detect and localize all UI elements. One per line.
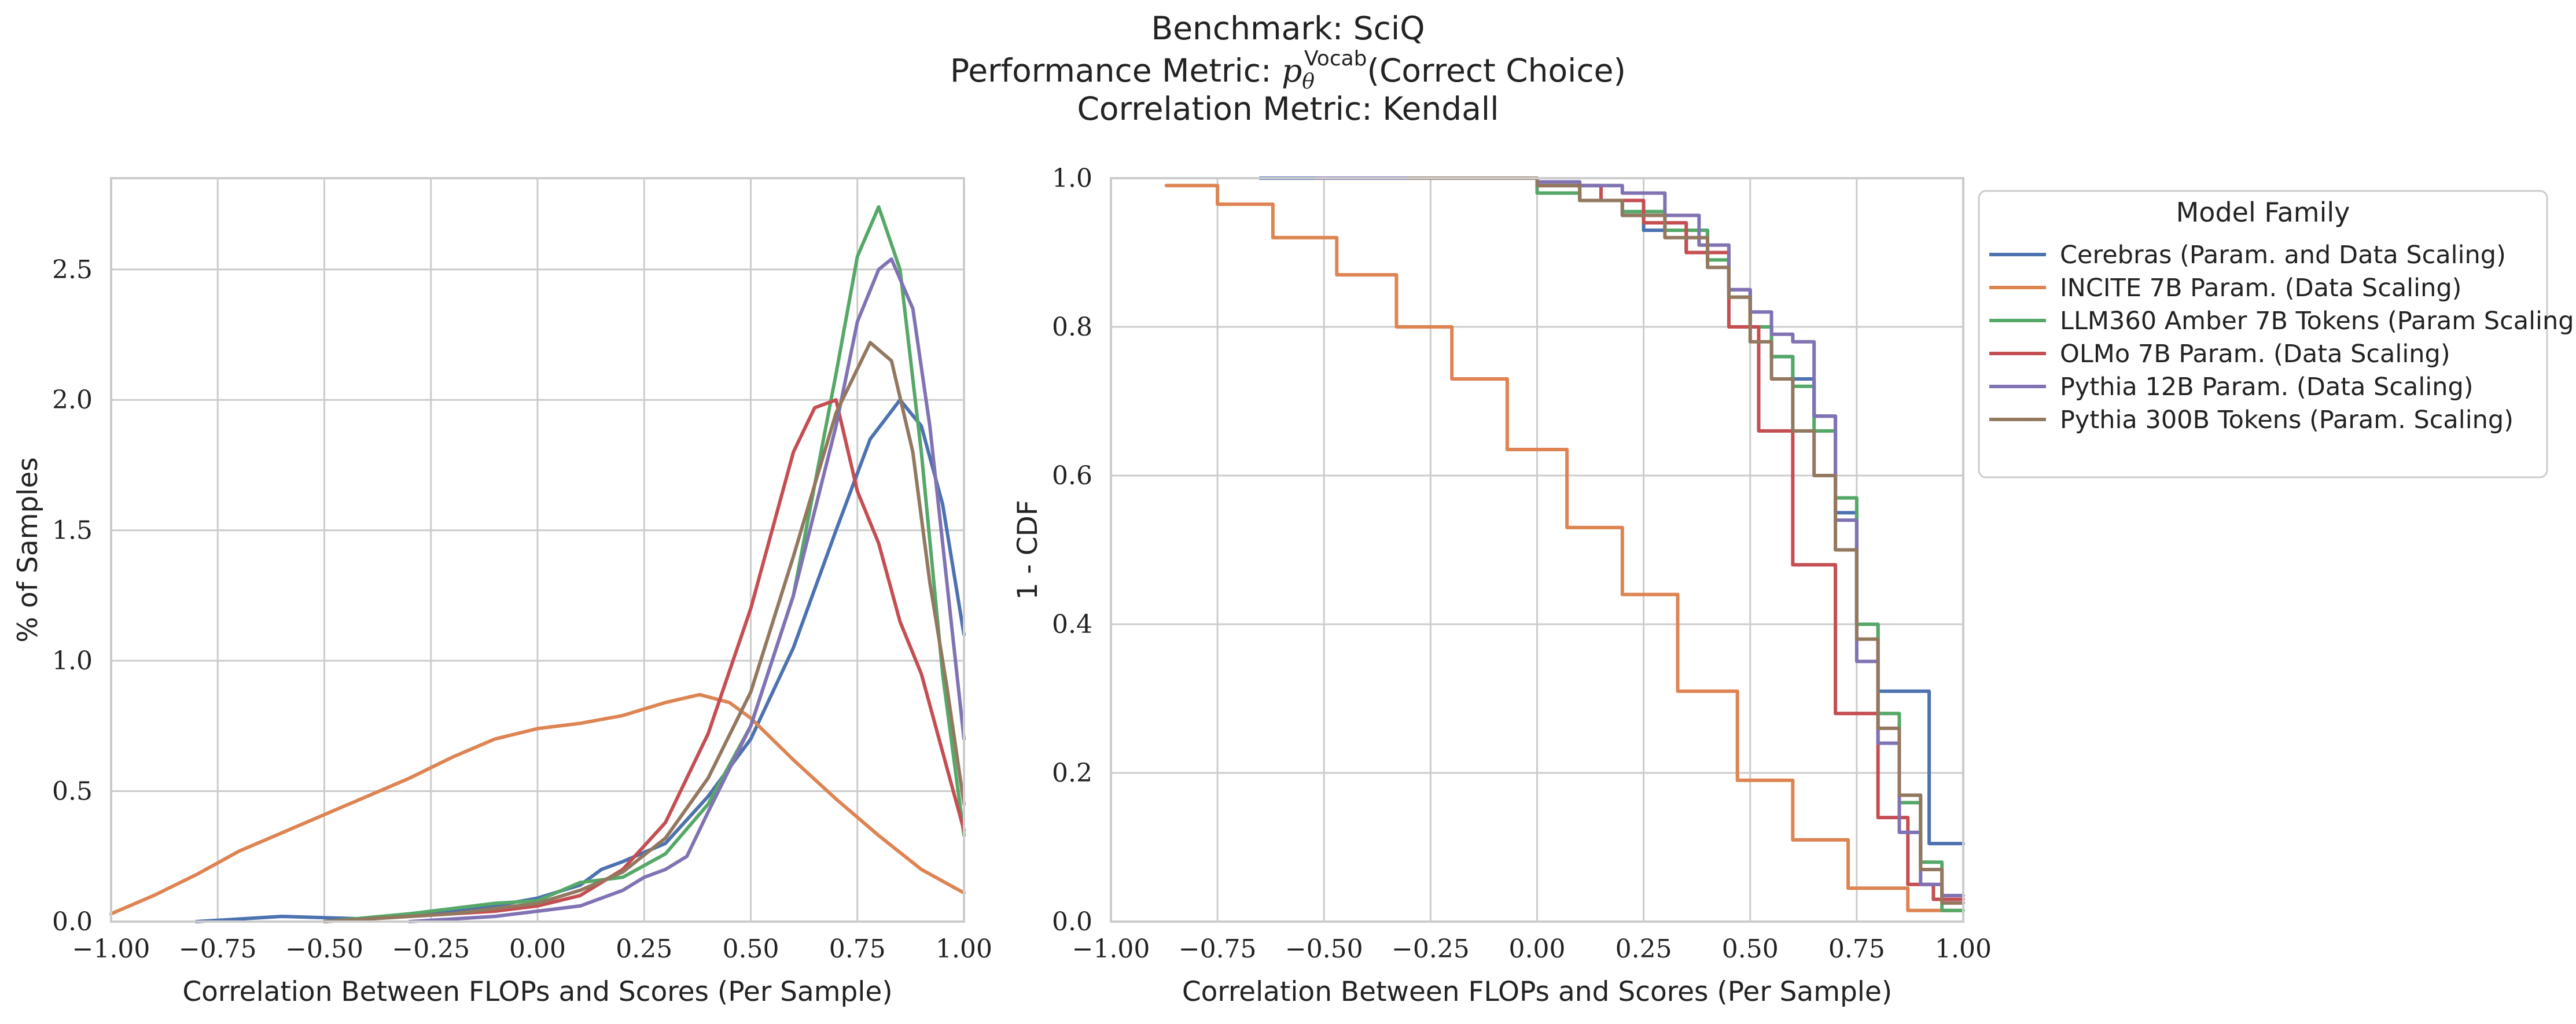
density-xtick-label: 1.00 [936,934,992,964]
density-xtick-label: 0.25 [616,934,672,964]
title-metric-suffix: (Correct Choice) [1367,52,1626,89]
density-ytick-label: 0.0 [52,907,93,937]
density-series-5 [322,341,966,923]
survival-ytick-label: 0.8 [1052,312,1092,342]
legend-frame [1978,190,2548,478]
survival-xtick-label: 1.00 [1935,934,1992,964]
legend: Model Family Cerebras (Param. and Data S… [1978,190,2576,478]
survival-series-4 [1313,176,1965,897]
survival-xlabel: Correlation Between FLOPs and Scores (Pe… [1182,976,1892,1008]
density-ytick-label: 2.5 [52,255,93,285]
survival-xtick-label: 0.25 [1615,934,1672,964]
title-metric-subscript: θ [1302,70,1315,94]
survival-ytick-label: 1.0 [1052,164,1092,193]
density-xtick-label: 0.00 [509,934,566,964]
survival-ytick-label: 0.4 [1052,610,1092,639]
survival-xtick-label: −0.75 [1179,934,1257,964]
legend-entry-5: Pythia 300B Tokens (Param. Scaling) [2060,406,2514,434]
density-series-3 [322,398,966,923]
title-metric-superscript: Vocab [1304,47,1367,71]
density-series-1 [109,693,966,916]
survival-series-3 [1407,176,1965,901]
density-plot-frame [110,177,965,923]
density-series-4 [407,257,966,923]
survival-ytick-label: 0.6 [1052,461,1092,491]
legend-entry-4: Pythia 12B Param. (Data Scaling) [2060,373,2474,402]
title-metric-symbol: p [1282,52,1302,89]
survival-chart: −1.00 −0.75 −0.50 −0.25 0.00 0.25 0.50 0.75 1.00… [1012,164,1992,1008]
survival-series-5 [1407,176,1965,905]
density-xtick-label: 0.75 [829,934,886,964]
density-ytick-label: 2.0 [52,385,93,415]
legend-title: Model Family [2176,197,2350,228]
survival-ylabel: 1 - CDF [1012,500,1044,600]
survival-xtick-label: 0.75 [1828,934,1885,964]
density-ylabel: % of Samples [12,457,44,643]
survival-xtick-label: −0.25 [1392,934,1470,964]
density-ytick-label: 1.5 [52,516,93,546]
title-line-benchmark: Benchmark: SciQ [1151,10,1425,47]
survival-series-1 [1164,183,1965,912]
survival-series-2 [1407,176,1965,912]
survival-xtick-label: −1.00 [1072,934,1150,964]
density-xtick-label: 0.50 [723,934,779,964]
legend-entry-3: OLMo 7B Param. (Data Scaling) [2060,340,2450,369]
density-xtick-label: −1.00 [72,934,150,964]
density-xlabel: Correlation Between FLOPs and Scores (Pe… [182,976,892,1008]
density-xtick-label: −0.50 [285,934,363,964]
legend-entry-2: LLM360 Amber 7B Tokens (Param Scaling) [2060,307,2576,336]
legend-entry-1: INCITE 7B Param. (Data Scaling) [2060,274,2461,303]
survival-xtick-label: 0.50 [1722,934,1779,964]
legend-entry-0: Cerebras (Param. and Data Scaling) [2060,241,2506,270]
title-line-correlation-metric: Correlation Metric: Kendall [1077,90,1499,127]
density-xtick-label: −0.25 [392,934,470,964]
survival-xtick-label: 0.00 [1509,934,1566,964]
survival-ytick-label: 0.0 [1052,907,1092,937]
survival-xtick-label: −0.50 [1285,934,1363,964]
figure-title: Benchmark: SciQ Performance Metric: pθVo… [950,10,1626,127]
title-metric-prefix: Performance Metric: [950,52,1282,89]
density-xtick-label: −0.75 [179,934,257,964]
density-ytick-label: 1.0 [52,646,93,676]
survival-ytick-label: 0.2 [1052,758,1092,788]
survival-plot-frame [1110,177,1964,923]
density-ytick-label: 0.5 [52,777,93,806]
density-chart: −1.00 −0.75 −0.50 −0.25 0.00 0.25 0.50 0.75 1.00… [12,177,992,1008]
title-line-performance-metric: Performance Metric: pθVocab(Correct Choi… [950,47,1626,94]
